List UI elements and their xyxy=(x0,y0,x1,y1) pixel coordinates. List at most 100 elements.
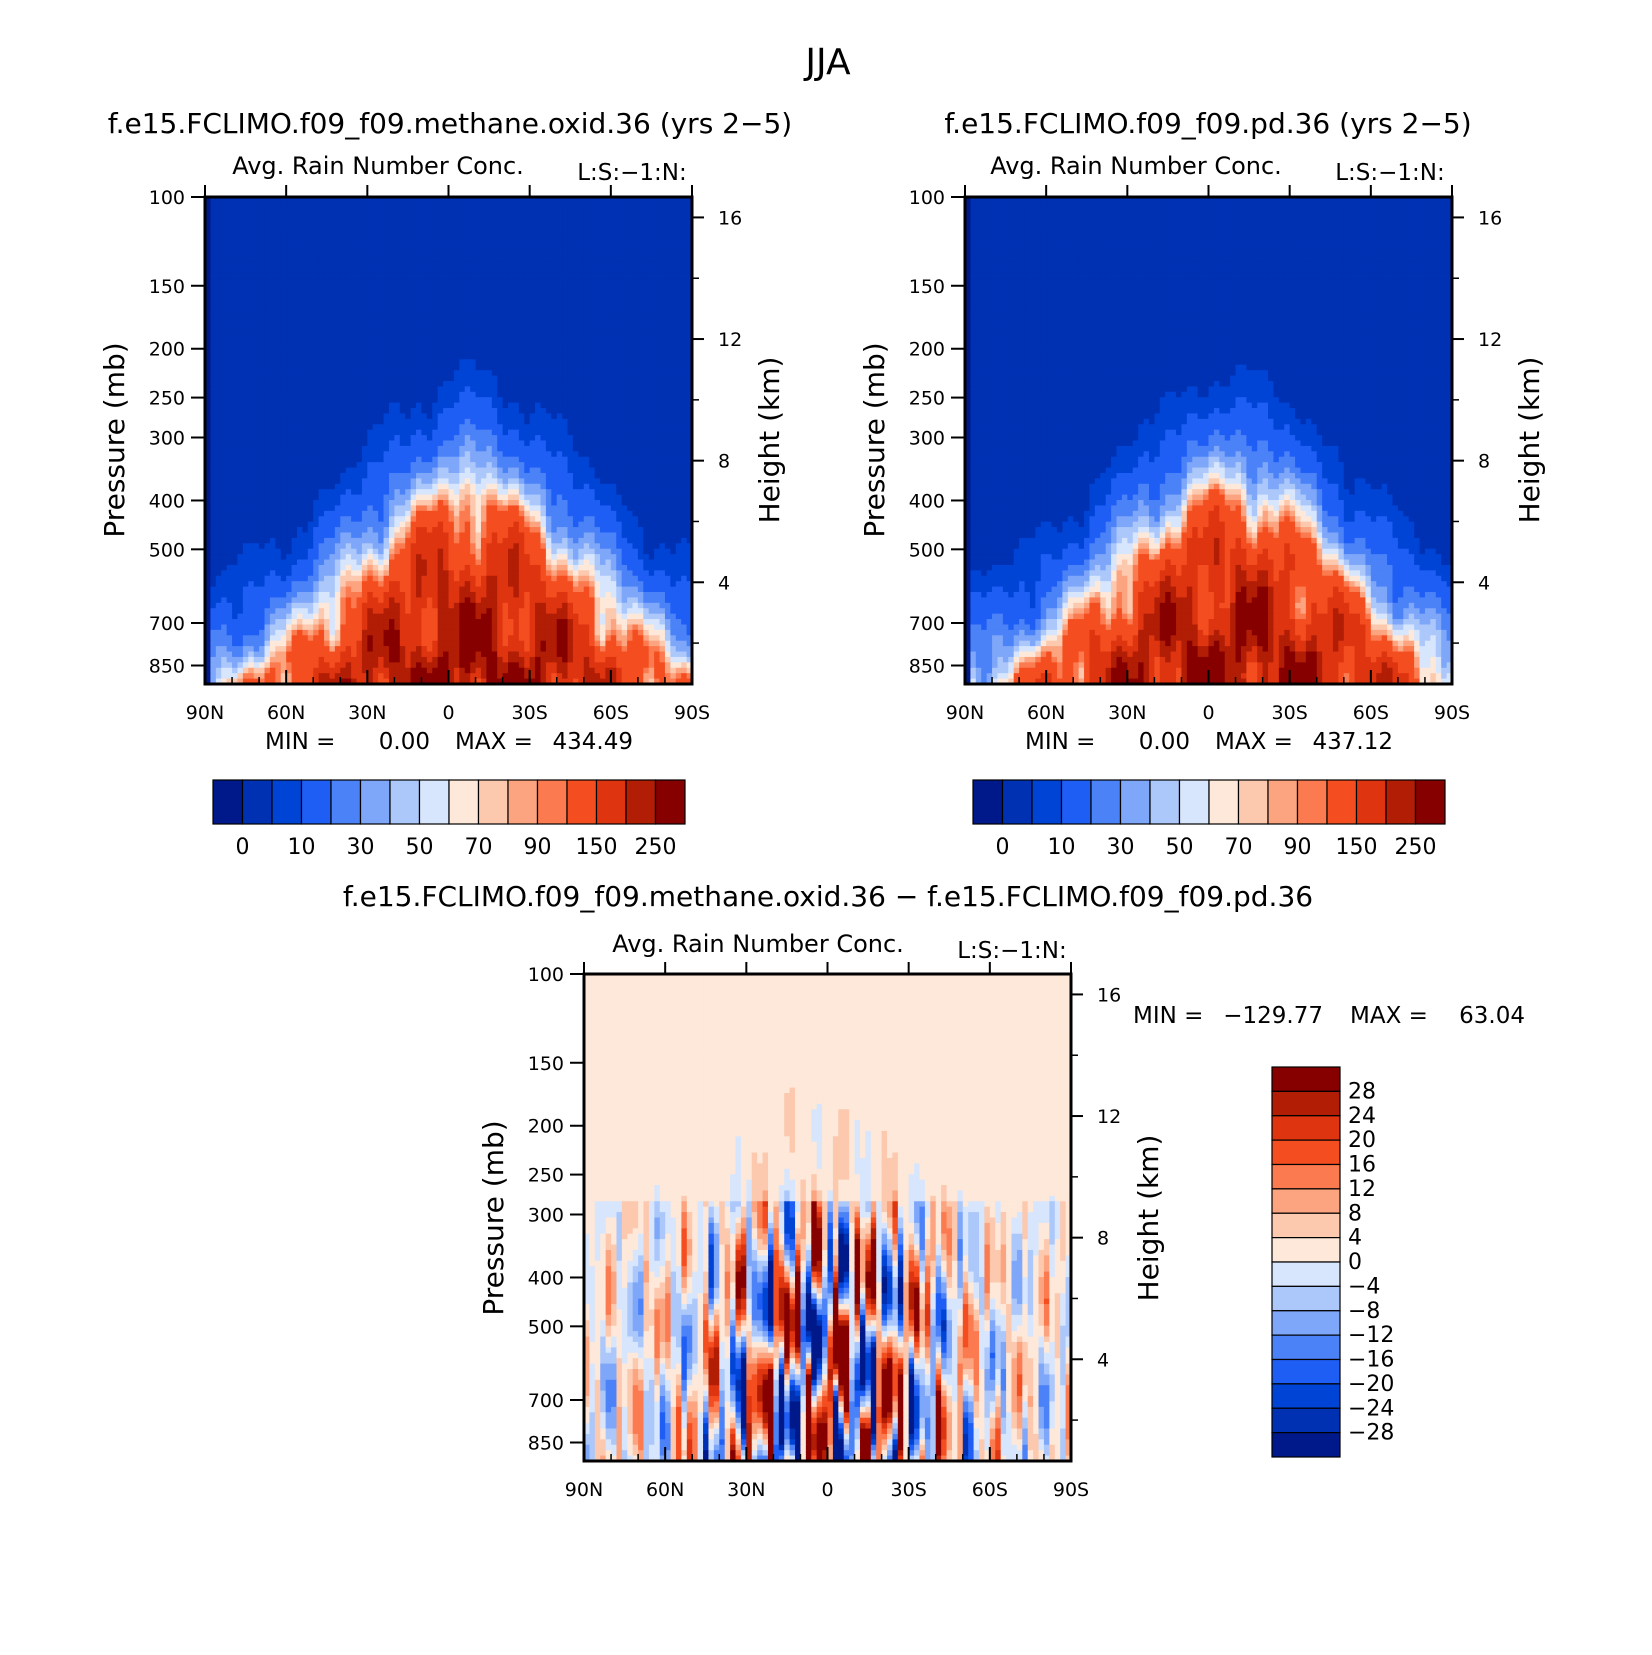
contour-cell xyxy=(432,229,438,235)
contour-cell xyxy=(232,219,238,225)
contour-cell xyxy=(546,213,552,219)
contour-cell xyxy=(557,246,563,252)
contour-cell xyxy=(421,213,427,219)
contour-cell xyxy=(351,219,357,225)
contour-cell xyxy=(281,224,287,230)
contour-cell xyxy=(270,213,276,219)
contour-cell xyxy=(497,219,503,225)
contour-cell xyxy=(324,251,330,257)
contour-cell xyxy=(665,251,671,257)
contour-cell xyxy=(524,208,530,214)
contour-cell xyxy=(324,257,330,263)
contour-cell xyxy=(394,240,400,246)
contour-cell xyxy=(254,213,260,219)
contour-cell xyxy=(297,202,303,208)
contour-cell xyxy=(622,202,628,208)
contour-cell xyxy=(216,262,222,268)
contour-cell xyxy=(324,213,330,219)
contour-cell xyxy=(660,257,666,263)
contour-cell xyxy=(513,219,519,225)
contour-cell xyxy=(681,208,687,214)
contour-cell xyxy=(568,213,574,219)
contour-cell xyxy=(357,202,363,208)
contour-cell xyxy=(497,240,503,246)
contour-cell xyxy=(270,208,276,214)
contour-cell xyxy=(254,219,260,225)
contour-cell xyxy=(524,219,530,225)
contour-cell xyxy=(459,224,465,230)
contour-cell xyxy=(540,219,546,225)
contour-cell xyxy=(340,202,346,208)
contour-cell xyxy=(319,251,325,257)
contour-cell xyxy=(308,240,314,246)
contour-cell xyxy=(297,229,303,235)
contour-cell xyxy=(384,251,390,257)
contour-cell xyxy=(454,219,460,225)
contour-cell xyxy=(308,262,314,268)
contour-cell xyxy=(627,219,633,225)
contour-cell xyxy=(373,202,379,208)
contour-cell xyxy=(486,240,492,246)
contour-cell xyxy=(443,246,449,252)
contour-cell xyxy=(551,229,557,235)
contour-cell xyxy=(611,224,617,230)
contour-cell xyxy=(546,235,552,241)
contour-cell xyxy=(622,240,628,246)
contour-cell xyxy=(503,235,509,241)
contour-cell xyxy=(551,219,557,225)
contour-cell xyxy=(373,257,379,263)
contour-cell xyxy=(210,235,216,241)
contour-cell xyxy=(248,213,254,219)
contour-cell xyxy=(329,213,335,219)
contour-cell xyxy=(313,262,319,268)
contour-cell xyxy=(459,235,465,241)
contour-cell xyxy=(595,257,601,263)
contour-cell xyxy=(681,202,687,208)
contour-cell xyxy=(470,229,476,235)
contour-cell xyxy=(438,219,444,225)
contour-cell xyxy=(275,208,281,214)
contour-cell xyxy=(638,257,644,263)
contour-cell xyxy=(584,224,590,230)
contour-cell xyxy=(578,246,584,252)
contour-cell xyxy=(568,240,574,246)
contour-cell xyxy=(232,246,238,252)
contour-cell xyxy=(492,213,498,219)
contour-cell xyxy=(335,246,341,252)
contour-cell xyxy=(622,219,628,225)
contour-cell xyxy=(622,235,628,241)
contour-cell xyxy=(243,240,249,246)
contour-cell xyxy=(335,240,341,246)
contour-cell xyxy=(389,224,395,230)
contour-cell xyxy=(210,262,216,268)
contour-cell xyxy=(595,224,601,230)
contour-cell xyxy=(275,246,281,252)
contour-cell xyxy=(470,202,476,208)
contour-cell xyxy=(367,251,373,257)
contour-cell xyxy=(281,246,287,252)
contour-cell xyxy=(670,219,676,225)
contour-cell xyxy=(632,257,638,263)
contour-cell xyxy=(421,219,427,225)
contour-cell xyxy=(497,235,503,241)
contour-cell xyxy=(584,219,590,225)
contour-cell xyxy=(400,213,406,219)
contour-cell xyxy=(627,257,633,263)
contour-cell xyxy=(611,251,617,257)
contour-cell xyxy=(616,235,622,241)
contour-cell xyxy=(665,219,671,225)
contour-cell xyxy=(389,246,395,252)
contour-cell xyxy=(329,229,335,235)
contour-cell xyxy=(649,257,655,263)
contour-cell xyxy=(638,251,644,257)
contour-cell xyxy=(546,246,552,252)
contour-cell xyxy=(329,262,335,268)
contour-cell xyxy=(454,235,460,241)
contour-cell xyxy=(660,219,666,225)
contour-cell xyxy=(546,251,552,257)
contour-cell xyxy=(638,219,644,225)
contour-cell xyxy=(632,213,638,219)
contour-cell xyxy=(524,224,530,230)
contour-cell xyxy=(270,257,276,263)
contour-cell xyxy=(432,202,438,208)
